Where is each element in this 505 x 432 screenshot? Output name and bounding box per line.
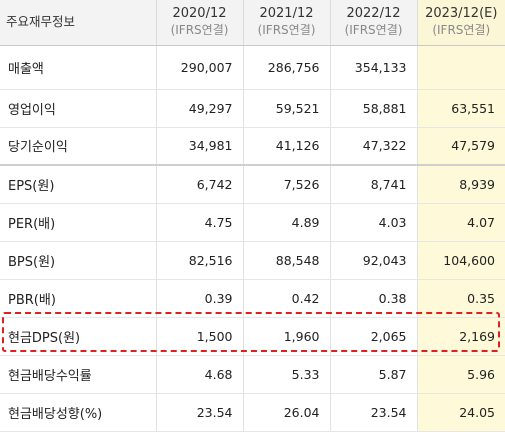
table-row-operating-profit: 영업이익 49,297 59,521 58,881 63,551	[0, 89, 505, 128]
table-cell-estimate: 8,939	[416, 164, 505, 204]
table-cell: 290,007	[155, 45, 243, 90]
table-row-revenue: 매출액 290,007 286,756 354,133	[0, 45, 505, 90]
column-header-2022: 2022/12 (IFRS연결)	[329, 0, 417, 46]
column-header-2020: 2020/12 (IFRS연결)	[155, 0, 243, 46]
table-row-payout-ratio: 현금배당성향(%) 23.54 26.04 23.54 24.05	[0, 393, 505, 432]
table-cell: 49,297	[155, 89, 243, 128]
header-label: 주요재무정보	[0, 0, 156, 46]
table-cell-estimate: 0.35	[416, 279, 505, 318]
table-cell: 23.54	[155, 393, 243, 432]
table-cell: 41,126	[242, 127, 330, 166]
table-row-dividend-yield: 현금배당수익률 4.68 5.33 5.87 5.96	[0, 355, 505, 394]
column-year: 2023/12(E)	[425, 6, 498, 22]
column-year: 2022/12	[346, 6, 401, 22]
table-cell: 58,881	[329, 89, 417, 128]
table-row-bps: BPS(원) 82,516 88,548 92,043 104,600	[0, 241, 505, 280]
table-cell: 0.39	[155, 279, 243, 318]
table-body: 매출액 290,007 286,756 354,133 영업이익 49,297 …	[0, 45, 505, 432]
table-cell: 4.03	[329, 203, 417, 242]
table-cell: 0.42	[242, 279, 330, 318]
table-cell-estimate	[416, 45, 505, 90]
table-cell: 5.87	[329, 355, 417, 394]
table-cell-estimate: 63,551	[416, 89, 505, 128]
table-cell: 2,065	[329, 317, 417, 356]
table-cell: 23.54	[329, 393, 417, 432]
column-header-2021: 2021/12 (IFRS연결)	[242, 0, 330, 46]
row-label: 현금배당성향(%)	[0, 393, 156, 432]
table-cell: 92,043	[329, 241, 417, 280]
row-label: EPS(원)	[0, 164, 156, 204]
table-row-eps: EPS(원) 6,742 7,526 8,741 8,939	[0, 164, 505, 204]
table-cell: 1,960	[242, 317, 330, 356]
table-cell: 47,322	[329, 127, 417, 166]
table-cell-estimate: 47,579	[416, 127, 505, 166]
row-label: 매출액	[0, 45, 156, 90]
column-year: 2021/12	[259, 6, 314, 22]
table-cell: 6,742	[155, 164, 243, 204]
table-cell: 59,521	[242, 89, 330, 128]
table-cell: 34,981	[155, 127, 243, 166]
table-header: 주요재무정보 2020/12 (IFRS연결) 2021/12 (IFRS연결)…	[0, 0, 505, 46]
table-cell: 4.75	[155, 203, 243, 242]
table-cell: 0.38	[329, 279, 417, 318]
table-cell: 8,741	[329, 164, 417, 204]
row-label: PER(배)	[0, 203, 156, 242]
table-cell-estimate: 24.05	[416, 393, 505, 432]
column-year: 2020/12	[172, 6, 227, 22]
table-cell-estimate: 5.96	[416, 355, 505, 394]
table-cell: 1,500	[155, 317, 243, 356]
table-cell: 4.89	[242, 203, 330, 242]
table-cell: 286,756	[242, 45, 330, 90]
column-standard: (IFRS연결)	[432, 23, 491, 38]
row-label: 현금DPS(원)	[0, 317, 156, 356]
row-label: 당기순이익	[0, 127, 156, 166]
table-cell: 354,133	[329, 45, 417, 90]
table-cell: 7,526	[242, 164, 330, 204]
table-cell: 4.68	[155, 355, 243, 394]
row-label: 영업이익	[0, 89, 156, 128]
table-cell: 88,548	[242, 241, 330, 280]
column-header-2023-estimate: 2023/12(E) (IFRS연결)	[416, 0, 505, 46]
row-label: 현금배당수익률	[0, 355, 156, 394]
row-label: PBR(배)	[0, 279, 156, 318]
table-cell-estimate: 4.07	[416, 203, 505, 242]
column-standard: (IFRS연결)	[257, 23, 316, 38]
table-cell: 5.33	[242, 355, 330, 394]
column-standard: (IFRS연결)	[170, 23, 229, 38]
table-row-net-income: 당기순이익 34,981 41,126 47,322 47,579	[0, 127, 505, 166]
table-row-per: PER(배) 4.75 4.89 4.03 4.07	[0, 203, 505, 242]
table-cell: 82,516	[155, 241, 243, 280]
table-cell: 26.04	[242, 393, 330, 432]
table-row-cash-dps: 현금DPS(원) 1,500 1,960 2,065 2,169	[0, 317, 505, 356]
header-row: 주요재무정보 2020/12 (IFRS연결) 2021/12 (IFRS연결)…	[0, 0, 505, 46]
table-row-pbr: PBR(배) 0.39 0.42 0.38 0.35	[0, 279, 505, 318]
table-cell-estimate: 104,600	[416, 241, 505, 280]
row-label: BPS(원)	[0, 241, 156, 280]
table-cell-estimate: 2,169	[416, 317, 505, 356]
column-standard: (IFRS연결)	[344, 23, 403, 38]
